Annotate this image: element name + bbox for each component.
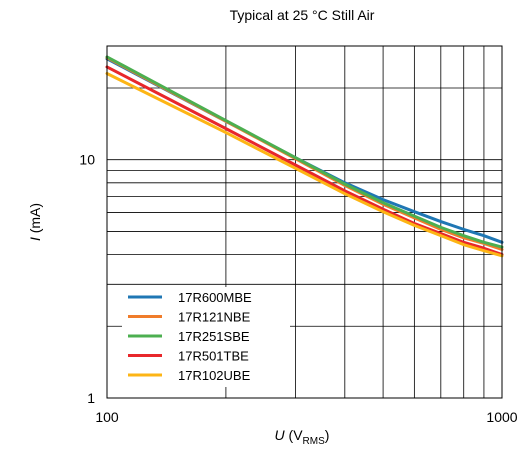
tick-labels: 100 1000 1 10: [79, 152, 517, 425]
x-tick-label: 1000: [486, 409, 517, 425]
series-line-17R600MBE: [105, 57, 504, 244]
plot-frame: [106, 45, 503, 399]
legend-label: 17R501TBE: [178, 349, 249, 364]
legend-label: 17R251SBE: [178, 329, 250, 344]
y-tick-label: 10: [79, 152, 95, 168]
series-line-17R102UBE: [105, 72, 504, 258]
legend-label: 17R121NBE: [178, 310, 251, 325]
legend-label: 17R102UBE: [178, 368, 251, 383]
y-axis-label: I (mA): [27, 203, 43, 241]
grid: [107, 46, 502, 398]
x-axis-label: U (VRMS): [275, 427, 330, 447]
x-tick-label: 100: [95, 409, 119, 425]
series-line-17R501TBE: [105, 65, 504, 257]
legend: 17R600MBE 17R121NBE 17R251SBE 17R501TBE 17R1…: [122, 287, 290, 387]
chart-title: Typical at 25 °C Still Air: [230, 7, 375, 23]
series-line-17R251SBE: [105, 55, 504, 249]
y-tick-label: 1: [87, 390, 95, 406]
series-layer: [105, 55, 504, 258]
legend-label: 17R600MBE: [178, 290, 252, 305]
